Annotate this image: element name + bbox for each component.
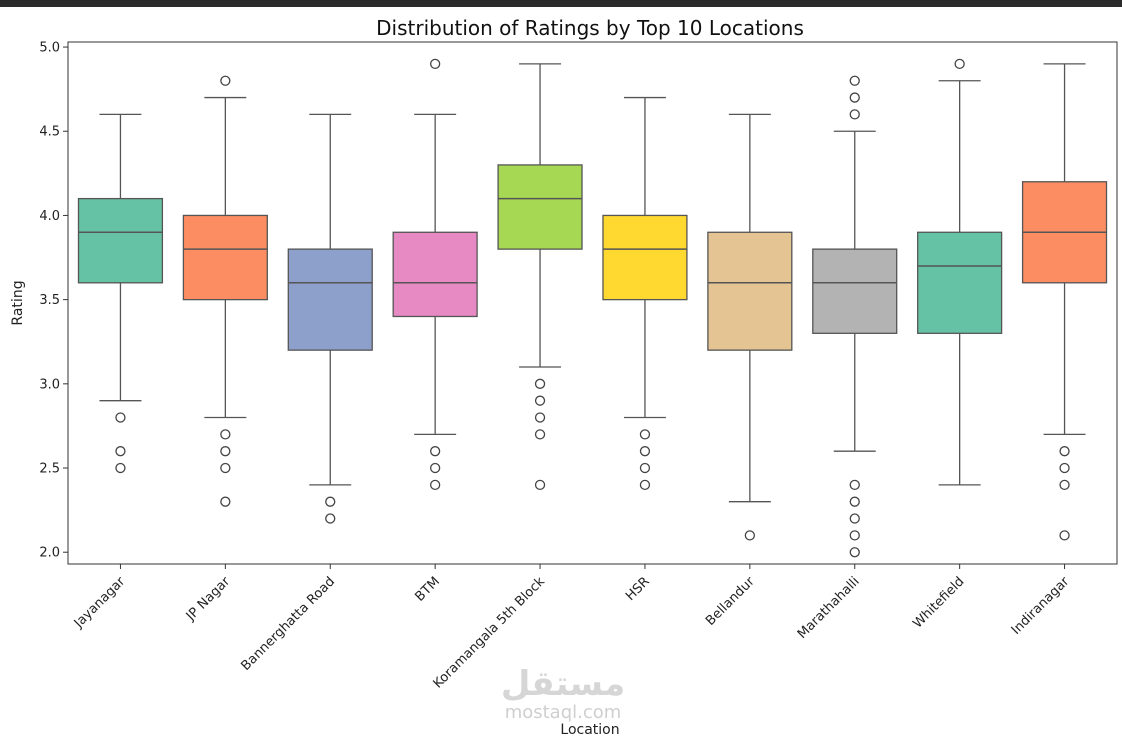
outlier-point bbox=[115, 446, 126, 457]
outlier-point bbox=[429, 446, 441, 457]
outlier-point bbox=[115, 412, 126, 423]
outlier-point bbox=[639, 446, 651, 457]
watermark-arabic: مستقل bbox=[501, 664, 625, 704]
outlier-point bbox=[1059, 462, 1070, 474]
box-jayanagar bbox=[77, 113, 164, 474]
box-bannerghatta-road bbox=[287, 113, 373, 524]
outlier-point bbox=[849, 496, 860, 507]
outlier-point bbox=[849, 75, 860, 86]
y-axis: 2.0 2.5 3.0 3.5 4.0 4.5 5.0 bbox=[39, 41, 68, 561]
box-marathahalli bbox=[812, 75, 898, 558]
y-tick-label: 2.0 bbox=[39, 546, 60, 561]
box-jp-nagar bbox=[182, 75, 268, 507]
outlier-point bbox=[639, 462, 651, 474]
box-indiranagar bbox=[1021, 63, 1108, 541]
outlier-point bbox=[954, 58, 965, 70]
plot-area bbox=[67, 41, 1118, 565]
outlier-point bbox=[220, 75, 231, 86]
outlier-point bbox=[429, 462, 441, 474]
iqr-box bbox=[707, 231, 793, 351]
outlier-point bbox=[220, 496, 231, 507]
box-koramangala-5th-block bbox=[497, 63, 583, 491]
outlier-point bbox=[220, 429, 231, 440]
outlier-point bbox=[115, 462, 126, 474]
x-tick-label: Whitefield bbox=[910, 574, 967, 631]
outlier-point bbox=[534, 429, 546, 440]
box-hsr bbox=[602, 96, 688, 491]
outlier-point bbox=[849, 92, 860, 103]
x-tick-label: JP Nagar bbox=[183, 574, 234, 625]
iqr-box bbox=[812, 248, 898, 334]
x-tick-label: BTM bbox=[413, 574, 443, 604]
y-tick-label: 3.0 bbox=[39, 377, 60, 392]
outlier-point bbox=[849, 513, 860, 524]
outlier-point bbox=[325, 513, 336, 524]
iqr-box bbox=[392, 231, 478, 318]
outlier-point bbox=[429, 58, 441, 70]
iqr-box bbox=[287, 248, 373, 351]
x-tick-label: HSR bbox=[623, 574, 653, 604]
iqr-box bbox=[77, 197, 164, 284]
outlier-point bbox=[849, 479, 860, 491]
iqr-box bbox=[497, 164, 583, 250]
chart-title: Distribution of Ratings by Top 10 Locati… bbox=[376, 16, 804, 40]
outlier-point bbox=[534, 378, 546, 389]
window-top-bar bbox=[0, 0, 1122, 7]
x-tick-label: Bannerghatta Road bbox=[238, 574, 338, 674]
y-tick-label: 3.5 bbox=[39, 293, 60, 308]
outlier-point bbox=[849, 109, 860, 120]
box-bellandur bbox=[707, 113, 793, 541]
outlier-point bbox=[849, 530, 860, 541]
box-series bbox=[77, 58, 1108, 558]
outlier-point bbox=[220, 462, 231, 474]
iqr-box bbox=[917, 231, 1003, 334]
outlier-point bbox=[639, 429, 651, 440]
watermark-latin: mostaql.com bbox=[505, 702, 622, 723]
x-tick-label: Bellandur bbox=[703, 574, 758, 629]
outlier-point bbox=[534, 479, 546, 491]
outlier-point bbox=[639, 479, 651, 491]
box-btm bbox=[392, 58, 478, 491]
outlier-point bbox=[534, 395, 546, 406]
x-tick-label: Marathahalli bbox=[795, 574, 863, 642]
outlier-point bbox=[429, 479, 441, 491]
y-axis-label: Rating bbox=[10, 280, 26, 325]
y-tick-label: 4.5 bbox=[39, 125, 60, 140]
outlier-point bbox=[744, 530, 755, 541]
x-axis-label: Location bbox=[560, 722, 619, 737]
x-tick-label: Indiranagar bbox=[1009, 574, 1073, 638]
iqr-box bbox=[602, 214, 688, 301]
y-tick-label: 5.0 bbox=[39, 41, 60, 56]
iqr-box bbox=[182, 214, 268, 301]
watermark: مستقل mostaql.com bbox=[501, 664, 625, 723]
outlier-point bbox=[1059, 446, 1070, 457]
outlier-point bbox=[220, 446, 231, 457]
outlier-point bbox=[849, 547, 860, 558]
outlier-point bbox=[534, 412, 546, 423]
x-tick-label: Jayanagar bbox=[71, 574, 129, 632]
y-tick-label: 2.5 bbox=[39, 462, 60, 477]
outlier-point bbox=[1059, 530, 1070, 541]
outlier-point bbox=[1059, 479, 1070, 491]
outlier-point bbox=[325, 496, 336, 507]
y-tick-label: 4.0 bbox=[39, 209, 60, 224]
box-whitefield bbox=[917, 58, 1003, 486]
